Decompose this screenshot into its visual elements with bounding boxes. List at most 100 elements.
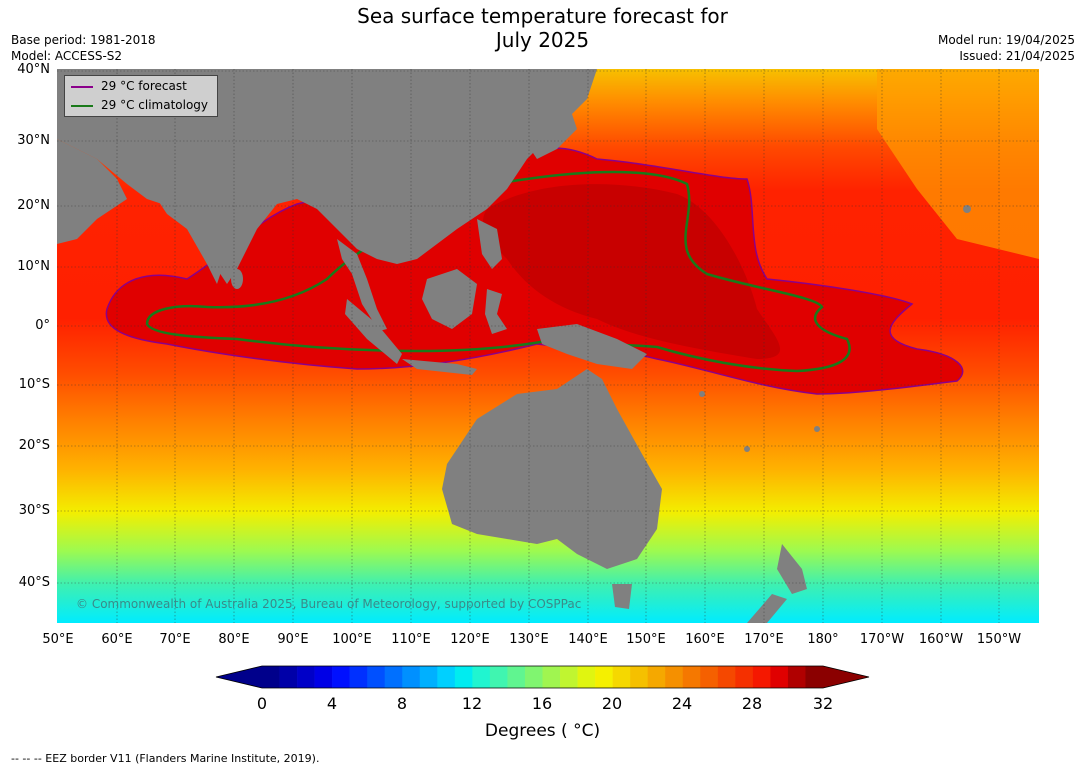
legend-forecast: 29 °C forecast (71, 78, 187, 94)
legend-climatology: 29 °C climatology (71, 97, 208, 113)
colorbar-cell (577, 666, 596, 688)
colorbar-cell (524, 666, 543, 688)
lat-label: 40°N (17, 62, 50, 77)
land-new-zealand-south (747, 594, 787, 623)
title-line-2: July 2025 (495, 28, 590, 52)
colorbar-cell (367, 666, 386, 688)
colorbar-cell (419, 666, 438, 688)
map-title: Sea surface temperature forecast for Jul… (0, 4, 1085, 52)
colorbar-tick: 28 (741, 694, 763, 713)
land-borneo (422, 269, 477, 329)
colorbar-cell (787, 666, 806, 688)
copyright-notice: © Commonwealth of Australia 2025, Bureau… (76, 597, 582, 611)
colorbar-cell (472, 666, 491, 688)
colorbar-tick: 12 (461, 694, 483, 713)
colorbar-cell (332, 666, 350, 688)
colorbar-cell (560, 666, 578, 688)
lat-label: 30°N (17, 133, 50, 148)
eez-footnote: -- -- -- EEZ border V11 (Flanders Marine… (11, 752, 320, 765)
colorbar-cell (349, 666, 368, 688)
colorbar-cell (630, 666, 648, 688)
climatology-label: 29 °C climatology (101, 98, 209, 112)
lat-label: 10°N (17, 259, 50, 274)
colorbar-tick: 32 (812, 694, 834, 713)
colorbar-cell (297, 666, 315, 688)
colorbar-cell (700, 666, 719, 688)
climatology-line-swatch (71, 104, 93, 107)
lon-label: 70°E (159, 632, 191, 647)
issued-date: Issued: 21/04/2025 (959, 49, 1075, 63)
lon-label: 160°W (918, 632, 964, 647)
colorbar-tick: 0 (256, 694, 268, 713)
colorbar-cell (262, 666, 280, 688)
meta-left: Base period: 1981-2018 Model: ACCESS-S2 (11, 32, 156, 64)
land-island (699, 391, 705, 397)
colorbar-cell (647, 666, 666, 688)
sst-map (57, 69, 1039, 623)
colorbar-tick: 24 (671, 694, 693, 713)
colorbar-tick: 20 (601, 694, 623, 713)
land-taiwan (470, 189, 480, 209)
lon-label: 150°W (976, 632, 1022, 647)
land-sri-lanka (231, 269, 243, 289)
meta-right: Model run: 19/04/2025 Issued: 21/04/2025 (938, 32, 1075, 64)
colorbar-extend-high (823, 666, 869, 688)
lon-label: 180° (807, 632, 839, 647)
colorbar-cell (735, 666, 754, 688)
lon-label: 90°E (277, 632, 309, 647)
colorbar-cell (752, 666, 771, 688)
model-run: Model run: 19/04/2025 (937, 33, 1075, 47)
land-java (402, 359, 477, 375)
lon-label: 170°W (859, 632, 905, 647)
lat-label: 20°N (17, 198, 50, 213)
colorbar-cell (542, 666, 561, 688)
land-sumatra (345, 299, 402, 364)
lon-label: 100°E (332, 632, 372, 647)
lon-label: 150°E (626, 632, 666, 647)
colorbar-cell (612, 666, 631, 688)
lon-label: 60°E (101, 632, 133, 647)
colorbar (215, 665, 870, 689)
land-new-guinea (537, 324, 647, 369)
lon-label: 160°E (685, 632, 725, 647)
warm-pool-core (483, 184, 781, 359)
lon-label: 80°E (218, 632, 250, 647)
land-malay-peninsula (337, 239, 387, 331)
colorbar-cell (314, 666, 333, 688)
lat-label: 20°S (18, 438, 50, 453)
colorbar-cell (717, 666, 736, 688)
colorbar-tick: 16 (531, 694, 553, 713)
colorbar-cell (805, 666, 824, 688)
land-sulawesi (485, 289, 507, 334)
colorbar-outline (215, 665, 870, 689)
colorbar-cell (279, 666, 298, 688)
land-philippines (477, 219, 502, 269)
graticule (57, 69, 1039, 623)
land-new-zealand-north (777, 544, 807, 594)
land-tasmania (612, 584, 632, 609)
land-island (744, 446, 750, 452)
land-india (157, 199, 222, 284)
colorbar-cell (402, 666, 421, 688)
lon-label: 140°E (568, 632, 608, 647)
lat-label: 0° (35, 318, 50, 333)
lon-label: 170°E (744, 632, 784, 647)
title-line-1: Sea surface temperature forecast for (357, 4, 728, 28)
map-legend: 29 °C forecast 29 °C climatology (64, 75, 218, 117)
colorbar-cell (384, 666, 403, 688)
colorbar-cell (437, 666, 456, 688)
lat-label: 10°S (18, 377, 50, 392)
lat-label: 40°S (18, 575, 50, 590)
forecast-line-swatch (71, 85, 93, 88)
colorbar-tick: 8 (396, 694, 408, 713)
cool-ocean-patch (877, 69, 1039, 259)
colorbar-cells (215, 665, 870, 689)
colorbar-cell (665, 666, 684, 688)
model-name: Model: ACCESS-S2 (11, 49, 123, 63)
colorbar-cell (595, 666, 613, 688)
base-period: Base period: 1981-2018 (11, 33, 156, 47)
colorbar-tick: 4 (326, 694, 338, 713)
colorbar-extend-low (216, 666, 262, 688)
colorbar-cell (507, 666, 526, 688)
lon-label: 50°E (42, 632, 74, 647)
